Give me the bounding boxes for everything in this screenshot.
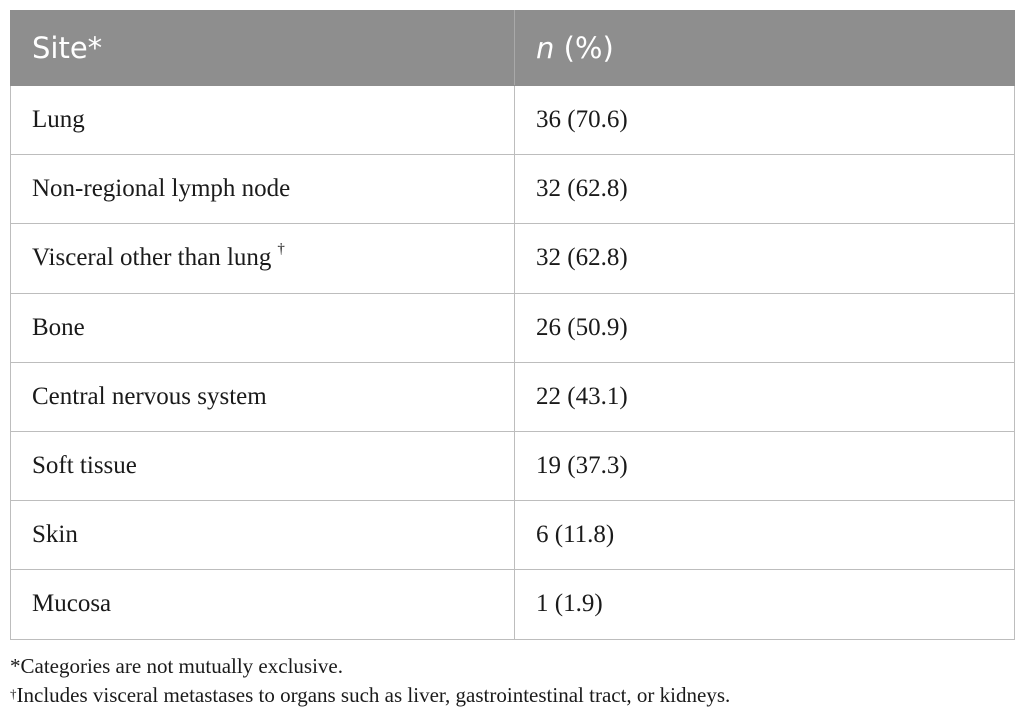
site-label: Central nervous system xyxy=(32,382,267,410)
site-cell: Visceral other than lung † xyxy=(10,223,515,294)
table-body: Lung 36 (70.6) Non-regional lymph node 3… xyxy=(10,84,1015,640)
dagger-footnote-marker: † xyxy=(277,241,285,258)
table-row: Lung 36 (70.6) xyxy=(10,84,1015,156)
header-n-label: n xyxy=(536,31,555,65)
footnote-visceral: †Includes visceral metastases to organs … xyxy=(10,681,1014,710)
header-site: Site* xyxy=(10,10,515,86)
site-label: Skin xyxy=(32,521,78,549)
value-label: 22 (43.1) xyxy=(536,382,628,410)
header-row: Site* n (%) xyxy=(10,10,1015,86)
value-cell: 26 (50.9) xyxy=(514,292,1015,363)
site-label: Bone xyxy=(32,313,85,341)
metastatic-sites-table-container: Site* n (%) Lung 36 (70.6) Non-regional … xyxy=(10,10,1015,640)
table-row: Central nervous system 22 (43.1) xyxy=(10,361,1015,432)
footnote-2-text: Includes visceral metastases to organs s… xyxy=(16,683,731,707)
table-row: Mucosa 1 (1.9) xyxy=(10,569,1015,640)
footnote-1-text: *Categories are not mutually exclusive. xyxy=(10,654,343,678)
site-cell: Soft tissue xyxy=(10,430,515,502)
site-label: Visceral other than lung xyxy=(32,244,272,272)
value-label: 36 (70.6) xyxy=(536,106,628,134)
header-percent-label: (%) xyxy=(554,31,614,65)
value-cell: 1 (1.9) xyxy=(514,569,1015,640)
value-label: 6 (11.8) xyxy=(536,521,615,549)
value-label: 32 (62.8) xyxy=(536,175,628,203)
table-row: Visceral other than lung † 32 (62.8) xyxy=(10,223,1015,294)
value-cell: 32 (62.8) xyxy=(514,154,1015,225)
value-label: 26 (50.9) xyxy=(536,313,628,341)
table-row: Skin 6 (11.8) xyxy=(10,500,1015,571)
value-cell: 36 (70.6) xyxy=(514,84,1015,156)
site-cell: Lung xyxy=(10,84,515,156)
site-label: Mucosa xyxy=(32,590,112,618)
value-cell: 32 (62.8) xyxy=(514,223,1015,294)
value-cell: 6 (11.8) xyxy=(514,500,1015,571)
value-label: 19 (37.3) xyxy=(536,452,628,480)
value-label: 32 (62.8) xyxy=(536,244,628,272)
site-cell: Bone xyxy=(10,292,515,363)
site-cell: Mucosa xyxy=(10,569,515,640)
table-header: Site* n (%) xyxy=(10,10,1015,86)
site-cell: Central nervous system xyxy=(10,361,515,432)
table-row: Non-regional lymph node 32 (62.8) xyxy=(10,154,1015,225)
footnote-categories: *Categories are not mutually exclusive. xyxy=(10,652,1014,681)
header-site-label: Site* xyxy=(32,31,103,65)
footnote-2-marker: † xyxy=(10,686,17,701)
site-label: Soft tissue xyxy=(32,452,137,480)
value-cell: 19 (37.3) xyxy=(514,430,1015,502)
table-row: Bone 26 (50.9) xyxy=(10,292,1015,363)
table-footnotes: *Categories are not mutually exclusive. … xyxy=(10,652,1014,710)
site-cell: Non-regional lymph node xyxy=(10,154,515,225)
value-label: 1 (1.9) xyxy=(536,590,603,618)
table-row: Soft tissue 19 (37.3) xyxy=(10,430,1015,502)
site-label: Lung xyxy=(32,106,85,134)
metastatic-sites-table: Site* n (%) Lung 36 (70.6) Non-regional … xyxy=(10,10,1015,640)
site-label: Non-regional lymph node xyxy=(32,175,291,203)
value-cell: 22 (43.1) xyxy=(514,361,1015,432)
site-cell: Skin xyxy=(10,500,515,571)
header-n-percent: n (%) xyxy=(514,10,1015,86)
